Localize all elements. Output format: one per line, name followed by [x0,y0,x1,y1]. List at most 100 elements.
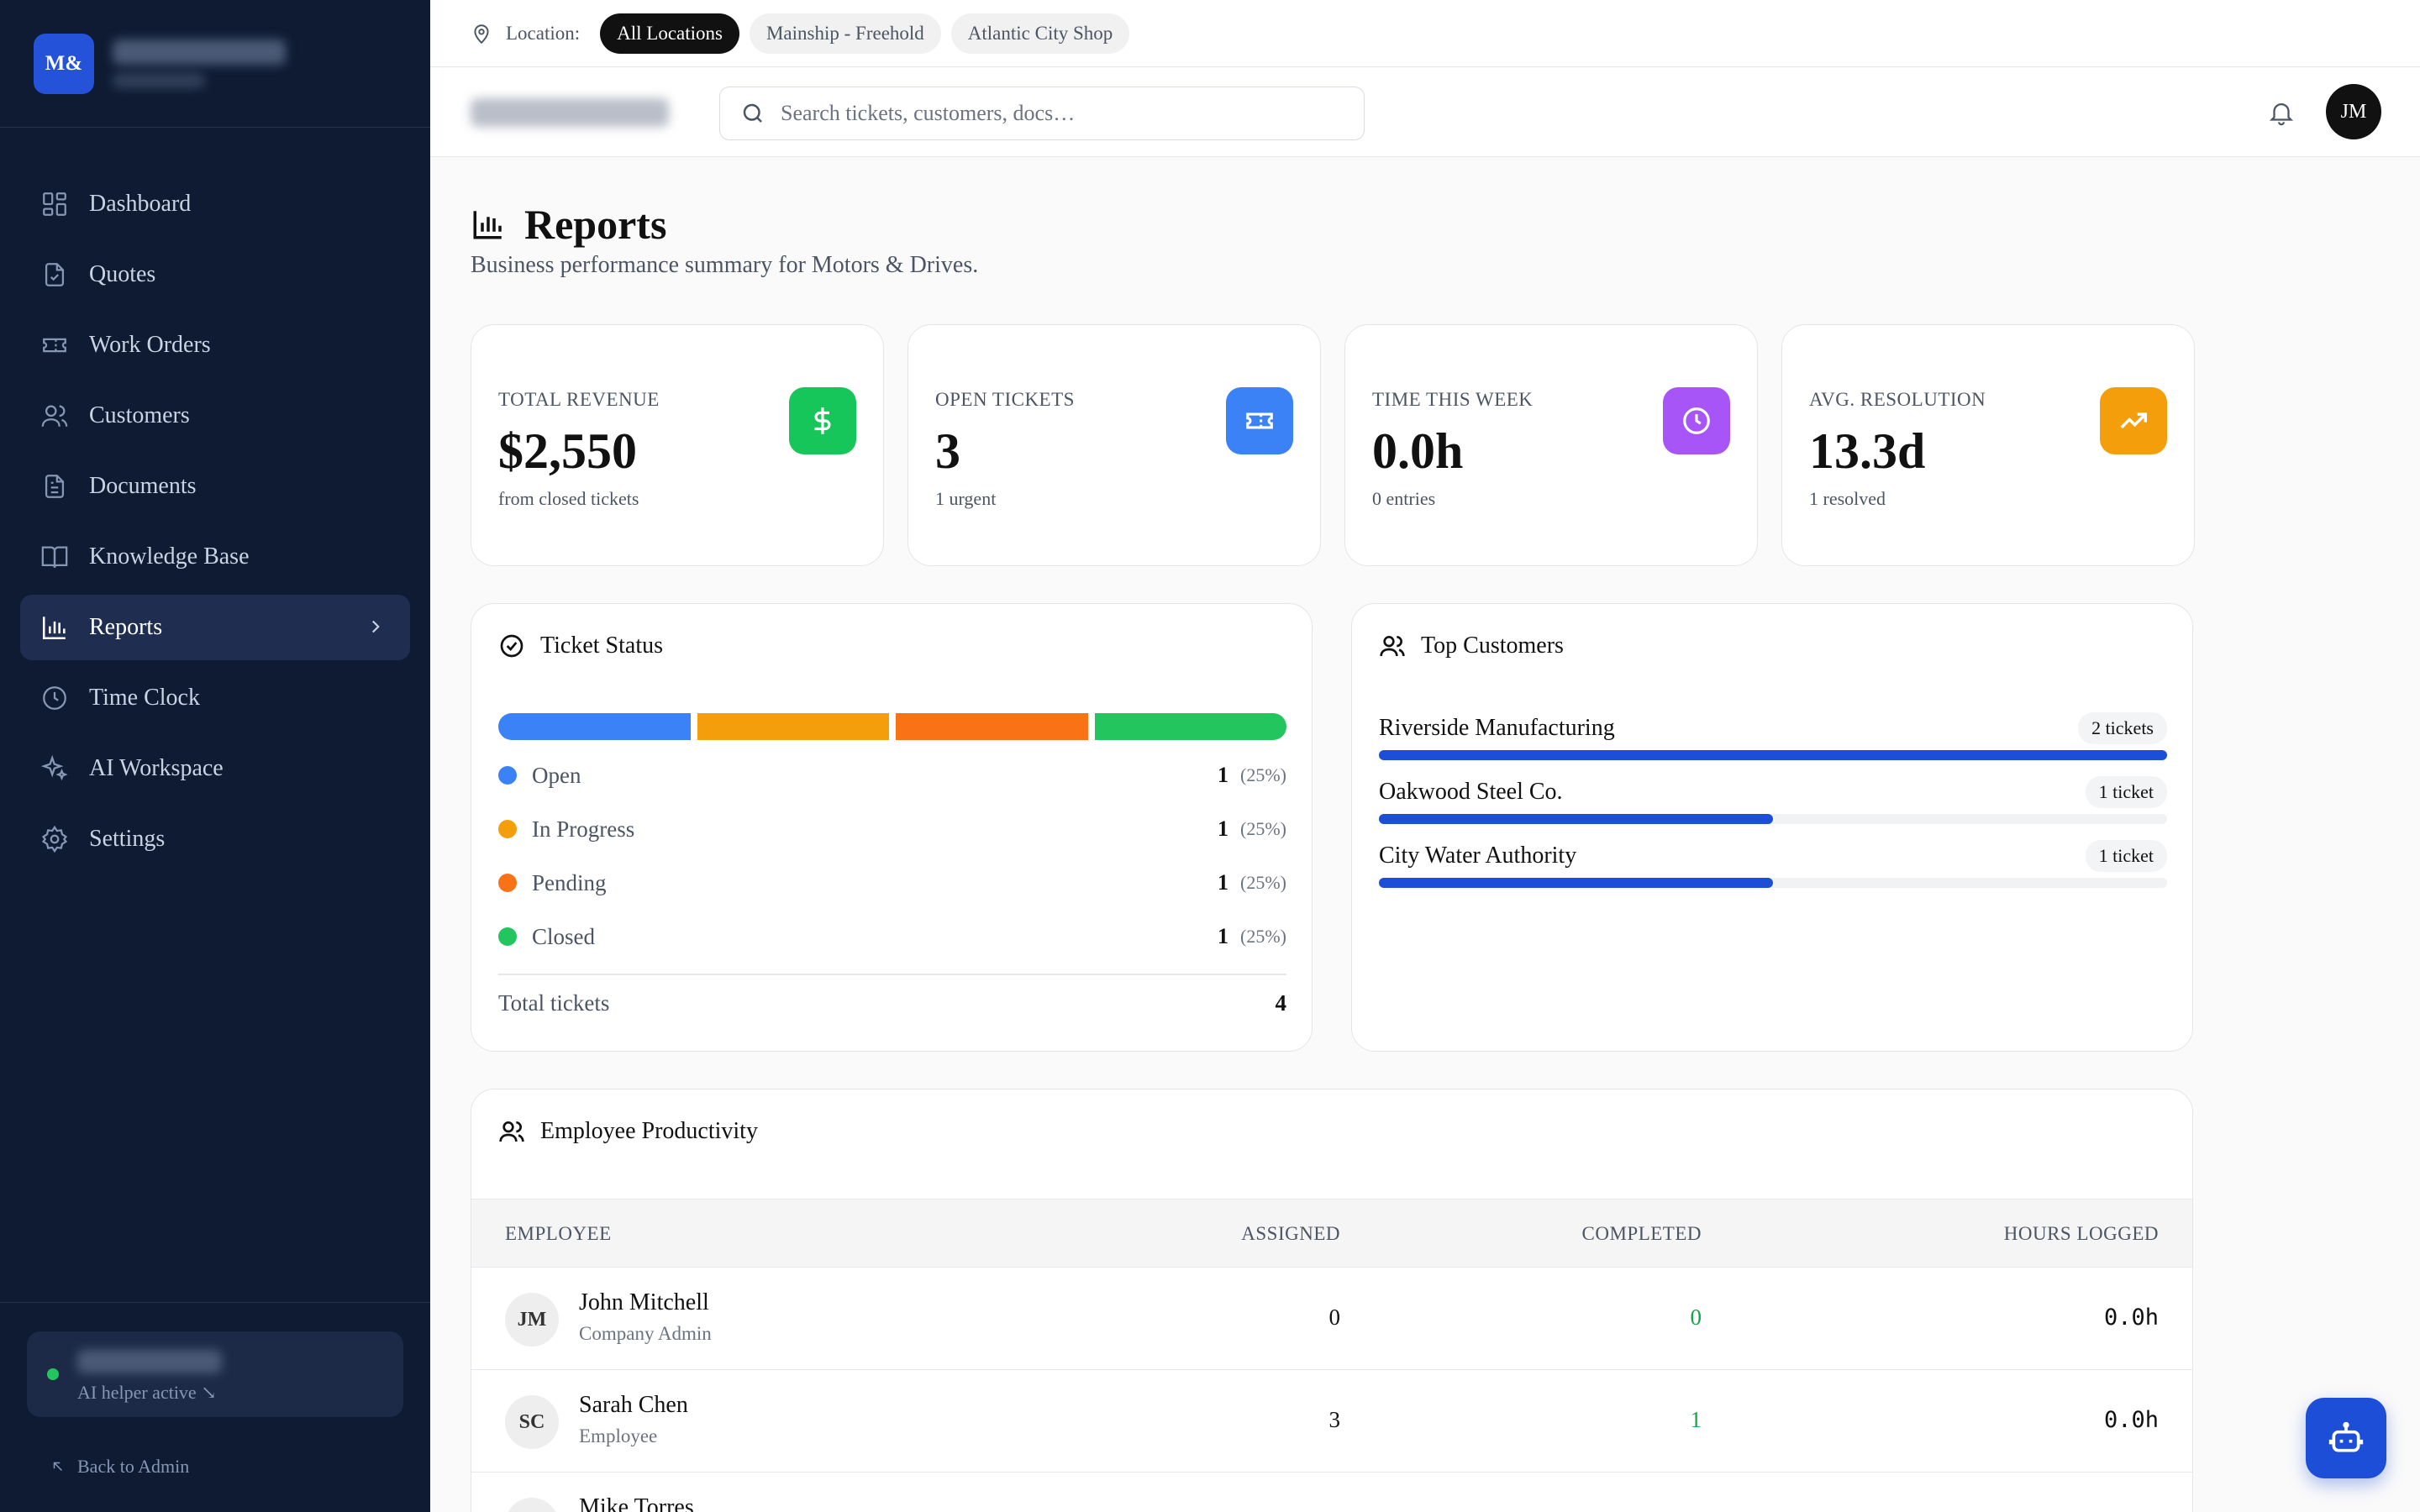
check-circle-icon [500,634,523,658]
dollar-icon [789,387,856,454]
stat-subtext: from closed tickets [498,488,639,509]
column-header-employee[interactable]: EMPLOYEE [505,1223,612,1244]
customer-row[interactable]: Riverside Manufacturing 2 tickets [1379,711,2167,760]
bell-icon[interactable] [2267,98,2296,127]
clock-icon [1663,387,1730,454]
status-count: 1 [1218,763,1229,787]
employee-name: Mike Torres [579,1494,694,1512]
location-chip-atlantic-city[interactable]: Atlantic City Shop [950,13,1130,54]
stat-value: 13.3d [1809,423,1926,479]
sidebar-item-documents[interactable]: Documents [20,454,410,519]
status-count: 1 [1218,816,1229,841]
stat-card-avg-resolution: AVG. RESOLUTION 13.3d 1 resolved [1781,324,2195,566]
users-icon [40,402,69,430]
customer-progress-fill [1379,750,2167,760]
sidebar-item-label: Dashboard [89,191,192,217]
total-tickets-row: Total tickets 4 [498,990,1286,1016]
sidebar-nav: Dashboard Quotes Work Orders Customers D… [0,128,430,872]
stat-label: TOTAL REVENUE [498,389,660,410]
sidebar-item-label: Work Orders [89,332,211,358]
card-header: Ticket Status [498,633,663,659]
ai-assistant-button[interactable] [2306,1398,2386,1478]
customer-row[interactable]: City Water Authority 1 ticket [1379,839,2167,888]
stat-value: $2,550 [498,423,637,479]
hours-logged: 0.0h [2103,1407,2159,1433]
status-row-pending: Pending 1 (25%) [498,866,1286,900]
sparkles-icon [40,754,69,783]
location-chip-mainship[interactable]: Mainship - Freehold [749,13,941,54]
sidebar-item-work-orders[interactable]: Work Orders [20,312,410,378]
location-bar: Location: All Locations Mainship - Freeh… [430,0,2420,67]
arrow-up-left-icon [53,1462,63,1472]
table-row[interactable]: Mike Torres [471,1473,2192,1512]
status-distribution-bar [498,713,1286,740]
stat-value: 3 [935,423,960,479]
sidebar-item-label: Quotes [89,261,156,287]
brand-name-redacted [113,39,286,88]
sidebar-item-knowledge-base[interactable]: Knowledge Base [20,524,410,590]
clock-icon [40,684,69,712]
stat-card-open-tickets: OPEN TICKETS 3 1 urgent [908,324,1321,566]
company-name-redacted [471,98,669,127]
status-dot [47,1368,59,1380]
sidebar-item-reports[interactable]: Reports [20,595,410,660]
back-to-admin-link[interactable]: Back to Admin [50,1456,189,1478]
sidebar-item-dashboard[interactable]: Dashboard [20,171,410,237]
column-header-completed[interactable]: COMPLETED [1581,1223,1702,1244]
sidebar-item-quotes[interactable]: Quotes [20,242,410,307]
status-dot [498,820,517,838]
column-header-hours-logged[interactable]: HOURS LOGGED [2003,1223,2159,1244]
dashboard-icon [40,190,69,218]
avatar [505,1498,559,1512]
table-row[interactable]: JM John Mitchell Company Admin 0 0 0.0h [471,1268,2192,1370]
page-title-text: Reports [524,201,667,248]
chevron-right-icon [371,620,380,633]
sidebar-item-customers[interactable]: Customers [20,383,410,449]
ai-helper-card[interactable]: AI helper active ↘ [27,1331,403,1417]
stat-card-time-this-week: TIME THIS WEEK 0.0h 0 entries [1344,324,1758,566]
status-percent: (25%) [1240,926,1286,947]
employee-productivity-card: Employee Productivity EMPLOYEE ASSIGNED … [471,1089,2193,1512]
status-row-open: Open 1 (25%) [498,759,1286,792]
column-header-assigned[interactable]: ASSIGNED [1241,1223,1340,1244]
trending-up-icon [2100,387,2167,454]
status-percent: (25%) [1240,818,1286,839]
search-box[interactable] [719,87,1365,140]
sidebar-item-settings[interactable]: Settings [20,806,410,872]
status-row-in-progress: In Progress 1 (25%) [498,812,1286,846]
bar-chart-icon [473,211,502,239]
card-title: Ticket Status [540,633,663,659]
sidebar-footer: AI helper active ↘ Back to Admin [0,1302,430,1512]
table-row[interactable]: SC Sarah Chen Employee 3 1 0.0h [471,1370,2192,1473]
page-subtitle: Business performance summary for Motors … [471,252,979,278]
user-avatar[interactable]: JM [2326,84,2381,139]
status-dot [498,766,517,785]
search-icon [743,103,762,123]
sidebar-item-time-clock[interactable]: Time Clock [20,665,410,731]
status-count: 1 [1218,870,1229,895]
brand-logo[interactable]: M& [34,33,94,94]
sidebar-item-ai-workspace[interactable]: AI Workspace [20,736,410,801]
status-count: 1 [1218,924,1229,948]
stat-subtext: 0 entries [1372,488,1436,509]
location-chip-all[interactable]: All Locations [600,13,739,54]
sidebar-item-label: Customers [89,402,190,428]
sidebar-item-label: Settings [89,826,166,852]
stat-subtext: 1 resolved [1809,488,1886,509]
stat-value: 0.0h [1372,423,1464,479]
customer-row[interactable]: Oakwood Steel Co. 1 ticket [1379,775,2167,824]
page-title: Reports [471,200,666,249]
employee-name: Sarah Chen [579,1392,688,1418]
book-icon [40,543,69,571]
ai-helper-status: AI helper active ↘ [77,1382,217,1403]
status-name: In Progress [532,816,635,842]
sidebar-item-label: Time Clock [89,685,200,711]
search-input[interactable] [781,101,1364,126]
hours-logged: 0.0h [2103,1305,2159,1331]
stat-label: OPEN TICKETS [935,389,1075,410]
map-pin-icon [474,24,489,44]
customer-progress-track [1379,814,2167,824]
ticket-icon [40,331,69,360]
back-to-admin-label: Back to Admin [77,1456,190,1477]
ticket-status-card: Ticket Status Open 1 (25%) In Progress 1… [471,603,1313,1052]
